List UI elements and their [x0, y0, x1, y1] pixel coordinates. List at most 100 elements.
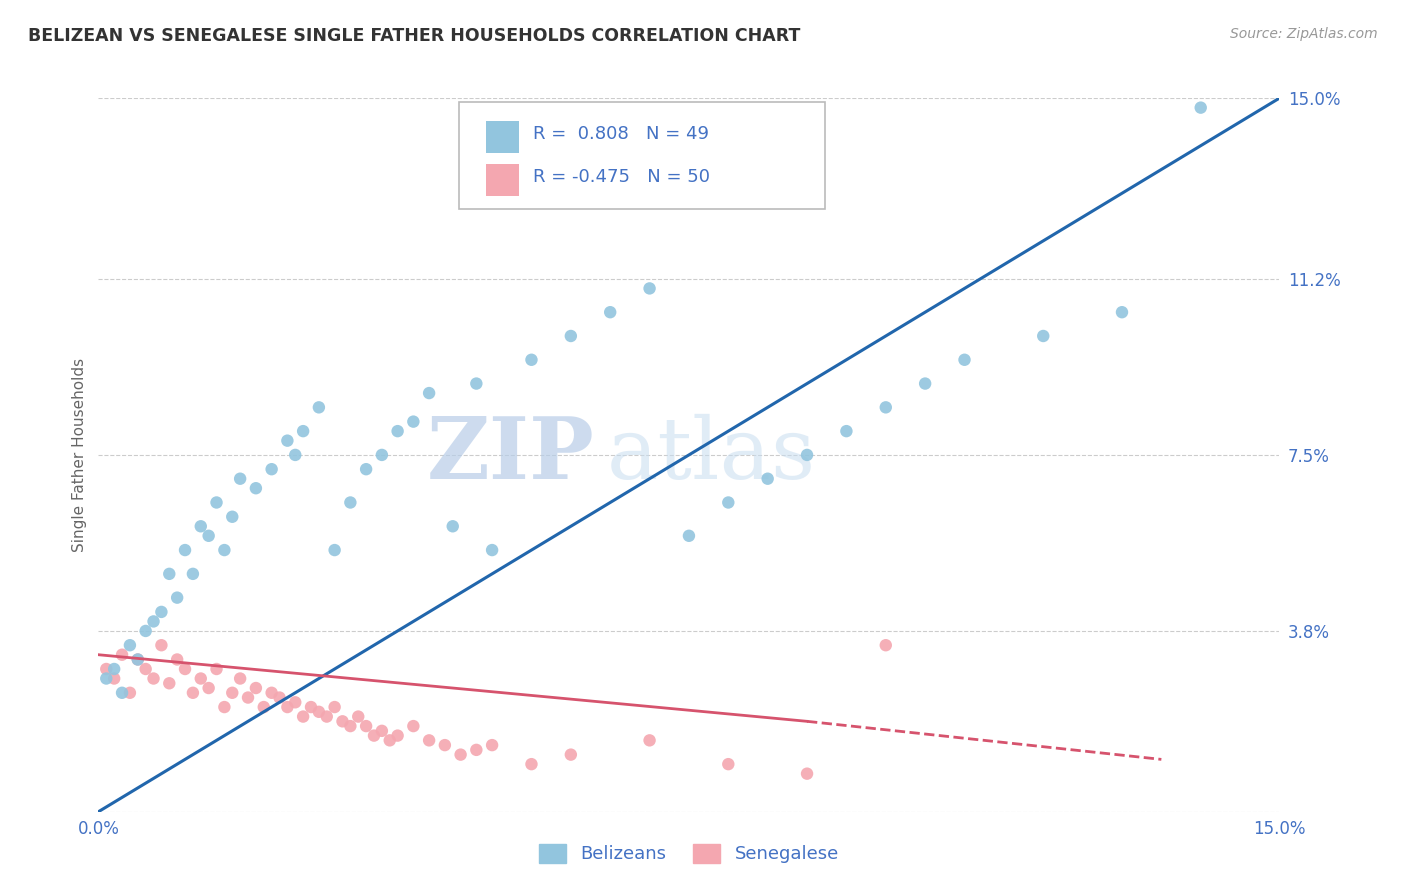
Point — [103, 662, 125, 676]
Point — [323, 543, 346, 558]
Point — [520, 352, 543, 367]
Point — [284, 695, 307, 709]
Point — [174, 662, 197, 676]
Point — [229, 472, 252, 486]
Point — [276, 700, 298, 714]
Point — [166, 591, 188, 605]
Point — [181, 566, 204, 581]
Point — [253, 700, 276, 714]
Point — [142, 672, 165, 686]
Point — [127, 652, 149, 666]
Point — [796, 766, 818, 780]
Point — [181, 686, 204, 700]
Point — [245, 481, 267, 495]
Point — [135, 624, 157, 638]
Point — [205, 662, 228, 676]
Point — [157, 566, 180, 581]
Point — [190, 672, 212, 686]
Point — [387, 729, 409, 743]
Point — [678, 529, 700, 543]
Point — [638, 733, 661, 747]
Point — [142, 615, 165, 629]
Point — [402, 415, 425, 429]
Point — [292, 709, 315, 723]
Point — [260, 462, 283, 476]
Point — [418, 733, 440, 747]
Point — [284, 448, 307, 462]
Point — [418, 386, 440, 401]
Text: Source: ZipAtlas.com: Source: ZipAtlas.com — [1230, 27, 1378, 41]
Point — [315, 709, 337, 723]
Point — [354, 462, 377, 476]
Point — [197, 529, 219, 543]
Point — [796, 448, 818, 462]
Point — [190, 519, 212, 533]
Point — [599, 305, 621, 319]
Point — [323, 700, 346, 714]
Point — [236, 690, 259, 705]
Point — [292, 424, 315, 438]
Point — [756, 472, 779, 486]
Point — [339, 719, 361, 733]
Point — [150, 638, 173, 652]
Point — [371, 448, 394, 462]
Text: R =  0.808   N = 49: R = 0.808 N = 49 — [533, 126, 709, 144]
Point — [520, 757, 543, 772]
Point — [875, 401, 897, 415]
Point — [197, 681, 219, 695]
Point — [1032, 329, 1054, 343]
Point — [914, 376, 936, 391]
Point — [953, 352, 976, 367]
Point — [875, 638, 897, 652]
Point — [339, 495, 361, 509]
Point — [157, 676, 180, 690]
Point — [150, 605, 173, 619]
Point — [560, 747, 582, 762]
Point — [214, 700, 236, 714]
Point — [371, 723, 394, 738]
Point — [174, 543, 197, 558]
FancyBboxPatch shape — [486, 121, 519, 153]
Point — [221, 509, 243, 524]
Point — [111, 686, 134, 700]
Point — [111, 648, 134, 662]
Point — [96, 662, 118, 676]
Point — [481, 738, 503, 752]
Point — [260, 686, 283, 700]
Point — [276, 434, 298, 448]
Point — [835, 424, 858, 438]
Text: atlas: atlas — [606, 413, 815, 497]
Point — [229, 672, 252, 686]
Point — [308, 401, 330, 415]
Point — [205, 495, 228, 509]
Point — [638, 281, 661, 295]
Text: ZIP: ZIP — [426, 413, 595, 497]
Point — [1111, 305, 1133, 319]
Text: BELIZEAN VS SENEGALESE SINGLE FATHER HOUSEHOLDS CORRELATION CHART: BELIZEAN VS SENEGALESE SINGLE FATHER HOU… — [28, 27, 800, 45]
Point — [166, 652, 188, 666]
Point — [299, 700, 322, 714]
Point — [269, 690, 291, 705]
Point — [481, 543, 503, 558]
Point — [245, 681, 267, 695]
Point — [560, 329, 582, 343]
Point — [402, 719, 425, 733]
Point — [441, 519, 464, 533]
Point — [363, 729, 385, 743]
Point — [378, 733, 401, 747]
Point — [214, 543, 236, 558]
Point — [450, 747, 472, 762]
FancyBboxPatch shape — [458, 102, 825, 209]
Point — [332, 714, 354, 729]
Point — [96, 672, 118, 686]
Y-axis label: Single Father Households: Single Father Households — [72, 358, 87, 552]
Point — [354, 719, 377, 733]
Point — [717, 495, 740, 509]
Point — [103, 672, 125, 686]
Point — [1189, 101, 1212, 115]
Legend: Belizeans, Senegalese: Belizeans, Senegalese — [538, 844, 839, 863]
Point — [118, 638, 141, 652]
Point — [465, 743, 488, 757]
Point — [465, 376, 488, 391]
Point — [347, 709, 370, 723]
